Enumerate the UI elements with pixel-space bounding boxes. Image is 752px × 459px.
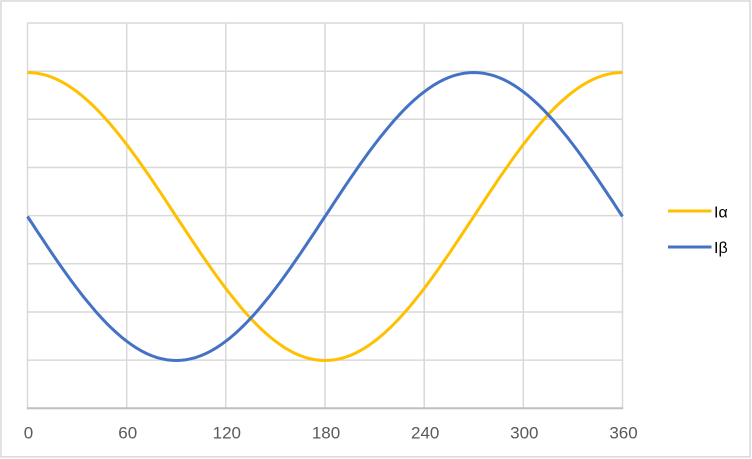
svg-text:60: 60 [118,424,137,443]
svg-text:360: 360 [609,424,637,443]
svg-text:180: 180 [312,424,340,443]
svg-text:Iα: Iα [714,205,728,222]
svg-text:0: 0 [24,424,33,443]
svg-text:Iβ: Iβ [714,240,728,257]
svg-text:120: 120 [213,424,241,443]
svg-text:240: 240 [411,424,439,443]
svg-text:300: 300 [510,424,538,443]
